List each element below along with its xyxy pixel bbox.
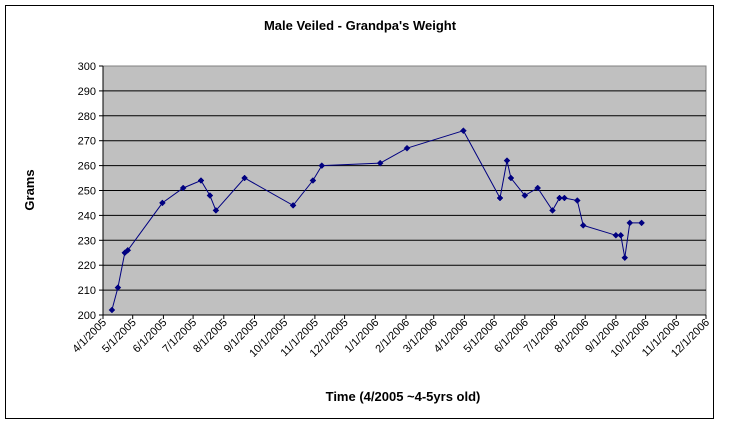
y-tick-label: 260	[78, 161, 96, 173]
grid-lines	[103, 90, 706, 291]
data-point	[503, 157, 511, 164]
data-point	[579, 222, 587, 229]
data-point	[549, 207, 556, 214]
data-point	[460, 127, 467, 135]
data-point	[534, 184, 542, 192]
data-point	[573, 197, 581, 204]
data-point	[617, 231, 625, 239]
data-point	[621, 254, 629, 262]
y-tick-label: 240	[78, 210, 96, 222]
data-point	[626, 219, 634, 227]
y-axis-title: Grams	[22, 169, 37, 210]
data-point	[507, 174, 515, 182]
data-point	[318, 162, 326, 169]
data-point	[179, 184, 187, 192]
chart-title: Male Veiled - Grandpa's Weight	[264, 18, 457, 33]
data-point	[289, 202, 297, 209]
y-tick-label: 280	[78, 111, 96, 123]
data-point	[114, 284, 122, 291]
data-point	[376, 159, 384, 167]
y-tick-label: 230	[78, 235, 96, 247]
data-point	[561, 194, 568, 202]
data-point	[159, 199, 166, 207]
data-point	[206, 192, 214, 199]
data-point	[403, 144, 411, 152]
data-point	[612, 231, 620, 239]
data-point	[638, 219, 645, 227]
data-point	[197, 177, 205, 184]
y-tick-label: 300	[78, 61, 96, 73]
x-axis: 4/1/20055/1/20056/1/20057/1/20058/1/2005…	[70, 314, 712, 360]
y-tick-label: 290	[78, 86, 96, 98]
data-point	[108, 306, 116, 314]
data-point	[496, 194, 504, 202]
data-point	[241, 174, 248, 182]
y-tick-label: 250	[78, 186, 96, 198]
data-point	[521, 192, 529, 199]
data-point	[309, 177, 317, 184]
data-point	[124, 246, 132, 254]
y-tick-label: 200	[78, 310, 96, 322]
y-tick-label: 270	[78, 136, 96, 148]
y-axis: 200 210 220 230 240 250 260 270 280 290 300	[78, 61, 104, 322]
y-tick-label: 220	[78, 260, 96, 272]
data-point	[556, 194, 563, 202]
y-tick-label: 210	[78, 285, 96, 297]
series-group	[108, 127, 645, 314]
data-point	[212, 207, 220, 214]
x-axis-title: Time (4/2005 ~4-5yrs old)	[326, 389, 481, 404]
